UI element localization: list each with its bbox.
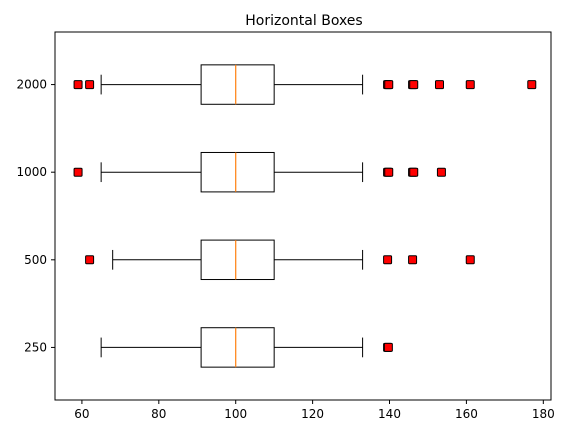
outlier-point [409,167,419,177]
box [200,239,275,281]
box-group-250 [100,327,393,368]
y-tick-label: 2000 [16,78,47,92]
box [200,64,275,105]
axes: 60 80 100 120 140 160 180 250 500 1000 2000 [16,31,555,421]
outlier-point [436,167,446,177]
box [200,327,275,368]
outlier-point [383,342,393,352]
x-tick-label: 120 [301,407,324,421]
box [200,151,275,193]
y-tick-label: 500 [24,253,47,267]
outlier-point [527,80,537,90]
y-tick-label: 250 [24,340,47,354]
outlier-point [73,80,83,90]
outlier-point [465,255,475,265]
outlier-point [409,80,419,90]
plot-area [73,64,537,368]
box-group-2000 [73,64,537,105]
chart-title: Horizontal Boxes [245,13,362,29]
outlier-point [383,255,393,265]
x-tick-label: 160 [455,407,478,421]
box-group-500 [85,239,475,281]
x-tick-label: 180 [532,407,555,421]
outlier-point [85,80,95,90]
outlier-point [85,255,95,265]
outlier-point [73,167,83,177]
outlier-point [384,80,394,90]
outlier-point [384,167,394,177]
x-tick-label: 100 [224,407,247,421]
outlier-point [465,80,475,90]
outlier-point [408,255,418,265]
x-tick-label: 60 [74,407,89,421]
outlier-point [434,80,444,90]
x-tick-label: 80 [151,407,166,421]
y-tick-label: 1000 [16,165,47,179]
plot-frame [54,31,552,401]
box-group-1000 [73,151,446,193]
x-tick-label: 140 [378,407,401,421]
